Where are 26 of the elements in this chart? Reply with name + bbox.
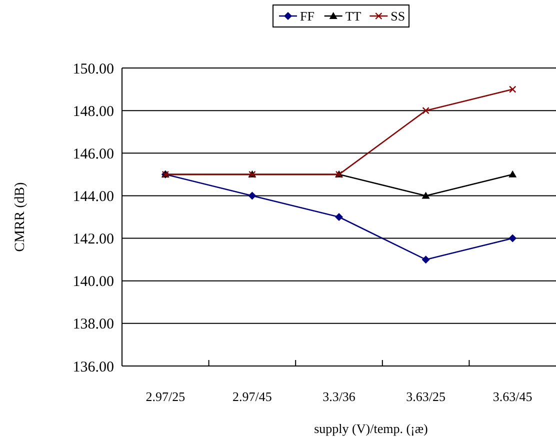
x-tick-label: 3.63/25 <box>406 389 446 404</box>
legend-label: SS <box>390 8 406 24</box>
y-tick-label: 138.00 <box>72 316 114 333</box>
y-tick-label: 146.00 <box>72 146 114 162</box>
point <box>422 192 430 199</box>
point <box>508 170 517 178</box>
legend-label: TT <box>345 8 362 24</box>
y-tick-label: 148.00 <box>72 104 114 120</box>
y-axis-title: CMRR (dB) <box>13 182 28 252</box>
point <box>508 234 517 242</box>
x-tick-label: 2.97/45 <box>232 389 272 404</box>
y-tick-label: 142.00 <box>72 232 114 248</box>
y-tick-label: 136.00 <box>72 359 114 376</box>
point <box>248 192 256 200</box>
point <box>335 213 343 221</box>
point <box>509 86 516 93</box>
x-tick-label: 3.3/36 <box>322 389 356 404</box>
y-tick-label: 144.00 <box>72 188 114 205</box>
point <box>422 106 430 114</box>
y-tick-label: 140.00 <box>72 274 114 290</box>
point <box>422 256 430 264</box>
x-axis-title: supply (V)/temp. (¡æ) <box>314 421 428 436</box>
y-tick-label: 150.00 <box>72 61 114 78</box>
x-tick-label: 2.97/25 <box>146 389 186 404</box>
legend-label: FF <box>300 8 314 24</box>
x-tick-label: 3.63/45 <box>492 389 532 404</box>
